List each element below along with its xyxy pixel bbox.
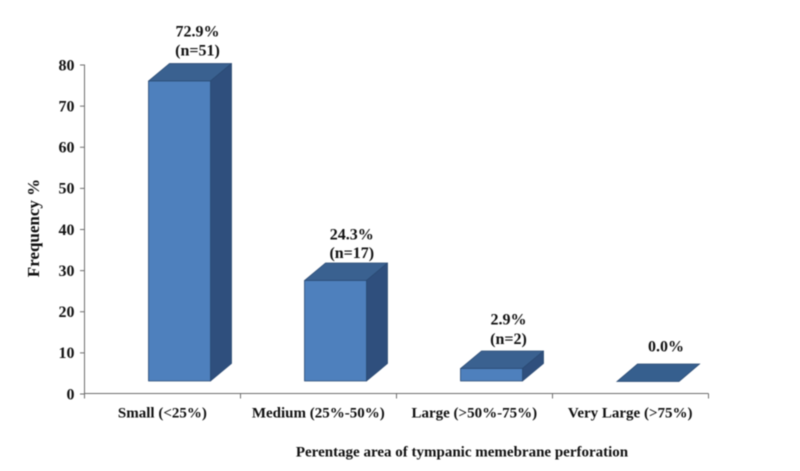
svg-text:Frequency %: Frequency % [24,179,43,277]
svg-text:Large (>50%-75%): Large (>50%-75%) [411,406,537,422]
svg-text:(n=2): (n=2) [490,331,527,348]
svg-text:0: 0 [67,386,75,403]
svg-text:Very Large (>75%): Very Large (>75%) [568,406,693,422]
svg-text:60: 60 [59,140,75,157]
svg-text:24.3%: 24.3% [330,226,374,243]
svg-text:Perentage area of tympanic mem: Perentage area of tympanic memebrane per… [296,444,629,460]
svg-text:20: 20 [59,304,75,321]
svg-text:70: 70 [59,98,75,115]
svg-text:0.0%: 0.0% [648,339,684,356]
svg-text:80: 80 [59,57,75,74]
svg-text:10: 10 [59,345,75,362]
svg-text:40: 40 [59,222,75,239]
svg-text:(n=51): (n=51) [175,43,220,60]
svg-text:30: 30 [59,263,75,280]
svg-text:2.9%: 2.9% [491,311,527,328]
svg-text:Medium (25%-50%): Medium (25%-50%) [252,406,385,422]
svg-text:50: 50 [59,181,75,198]
svg-text:72.9%: 72.9% [176,24,220,41]
svg-text:Small (<25%): Small (<25%) [118,406,207,422]
svg-text:(n=17): (n=17) [329,245,374,262]
